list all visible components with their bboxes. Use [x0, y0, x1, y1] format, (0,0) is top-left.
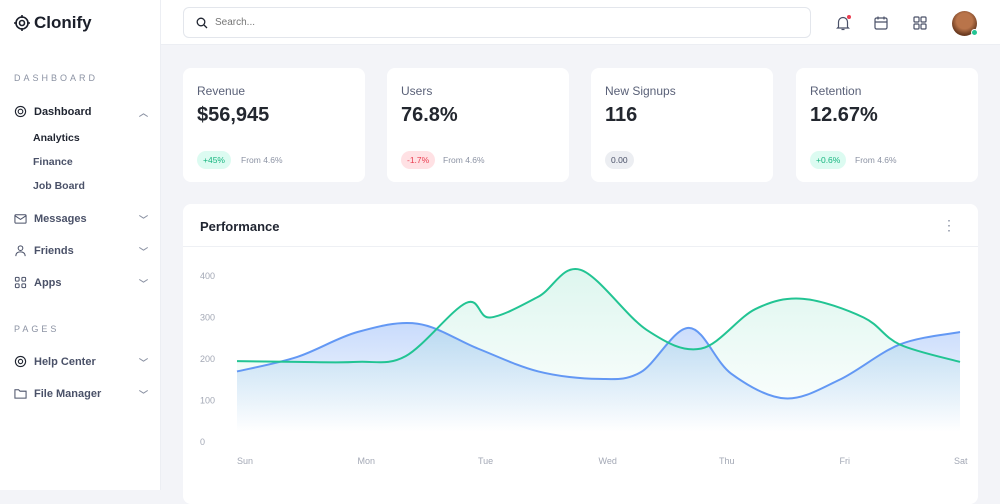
chevron-down-icon: ﹀ — [138, 214, 148, 225]
x-tick-label: Mon — [358, 456, 376, 466]
lifebuoy-icon — [14, 355, 28, 369]
section-dashboard: DASHBOARD — [14, 73, 99, 83]
card-title: Retention — [810, 84, 862, 98]
card-value: 12.67% — [810, 104, 878, 126]
sidebar-item-messages[interactable]: Messages ﹀ — [14, 212, 148, 226]
chevron-down-icon: ﹀ — [138, 389, 148, 400]
calendar-icon[interactable] — [872, 14, 890, 32]
sidebar-subitem-analytics[interactable]: Analytics — [33, 132, 80, 144]
series-line-0 — [236, 322, 961, 400]
y-tick-label: 400 — [200, 271, 215, 281]
grid-icon — [14, 276, 28, 290]
chevron-down-icon: ﹀ — [138, 246, 148, 257]
avatar[interactable] — [952, 11, 978, 36]
comparison-text: From 4.6% — [855, 155, 897, 165]
card-title: Users — [401, 84, 433, 98]
sidebar: Clonify DASHBOARD Dashboard ︿ Analytics … — [0, 0, 161, 490]
performance-title: Performance — [200, 219, 280, 234]
apps-grid-icon[interactable] — [911, 14, 929, 32]
change-badge: +0.6% — [810, 151, 847, 169]
user-icon — [14, 244, 28, 258]
search-box[interactable] — [183, 7, 811, 38]
chevron-down-icon: ﹀ — [138, 357, 148, 368]
x-tick-label: Tue — [478, 456, 493, 466]
x-tick-label: Sun — [237, 456, 253, 466]
stat-card-retention: Retention 12.67% +0.6% From 4.6% — [796, 68, 978, 182]
sidebar-item-friends[interactable]: Friends ﹀ — [14, 244, 148, 258]
card-value: $56,945 — [197, 104, 270, 126]
y-tick-label: 0 — [200, 437, 205, 447]
bell-icon[interactable] — [834, 14, 852, 32]
card-title: Revenue — [197, 84, 246, 98]
stat-card-revenue: Revenue $56,945 +45% From 4.6% — [183, 68, 365, 182]
y-tick-label: 100 — [200, 396, 215, 406]
dashboard-icon — [14, 105, 28, 119]
series-area-1 — [237, 268, 960, 432]
more-options-icon[interactable]: ⋮ — [942, 217, 956, 233]
search-input[interactable] — [215, 17, 775, 28]
sidebar-item-help-center[interactable]: Help Center ﹀ — [14, 355, 148, 369]
online-status-dot — [971, 29, 978, 36]
sidebar-item-file-manager[interactable]: File Manager ﹀ — [14, 387, 148, 401]
sidebar-item-apps[interactable]: Apps ﹀ — [14, 276, 148, 290]
change-badge: +45% — [197, 151, 231, 169]
card-value: 76.8% — [401, 104, 458, 126]
brand-name: Clonify — [34, 13, 92, 32]
top-bar — [161, 0, 1000, 45]
y-tick-label: 300 — [200, 313, 215, 323]
performance-chart: 0 100 200 300 400 Sun Mon Tue Wed Thu Fri Sat — [200, 268, 968, 466]
sidebar-item-label: Friends — [34, 245, 74, 257]
change-badge: 0.00 — [605, 151, 634, 169]
card-value: 116 — [605, 104, 638, 126]
card-title: New Signups — [605, 84, 676, 98]
series-line-1 — [236, 268, 961, 364]
sidebar-item-label: Apps — [34, 277, 62, 289]
change-badge: -1.7% — [401, 151, 436, 169]
sidebar-item-label: Dashboard — [34, 106, 92, 118]
divider — [183, 246, 978, 247]
performance-card: Performance ⋮ 0 100 200 300 400 Sun Mon Tue Wed T… — [183, 204, 978, 504]
folder-icon — [14, 387, 28, 401]
stat-card-new-signups: New Signups 116 0.00 — [591, 68, 773, 182]
search-icon — [196, 17, 208, 28]
sidebar-item-label: File Manager — [34, 388, 102, 400]
chevron-down-icon: ﹀ — [138, 278, 148, 289]
x-tick-label: Thu — [719, 456, 735, 466]
logo-icon — [14, 15, 30, 31]
sidebar-item-label: Help Center — [34, 356, 96, 368]
sidebar-subitem-finance[interactable]: Finance — [33, 156, 73, 168]
x-tick-label: Sat — [954, 456, 968, 466]
sidebar-item-label: Messages — [34, 213, 87, 225]
x-tick-label: Fri — [840, 456, 851, 466]
section-pages: PAGES — [14, 324, 60, 334]
sidebar-item-dashboard[interactable]: Dashboard ︿ — [14, 105, 148, 119]
mail-icon — [14, 212, 28, 226]
comparison-text: From 4.6% — [241, 155, 283, 165]
stat-card-users: Users 76.8% -1.7% From 4.6% — [387, 68, 569, 182]
y-tick-label: 200 — [200, 354, 215, 364]
sidebar-subitem-job-board[interactable]: Job Board — [33, 180, 85, 192]
x-tick-label: Wed — [599, 456, 617, 466]
comparison-text: From 4.6% — [443, 155, 485, 165]
chevron-up-icon: ︿ — [138, 107, 148, 118]
logo[interactable]: Clonify — [14, 13, 92, 33]
